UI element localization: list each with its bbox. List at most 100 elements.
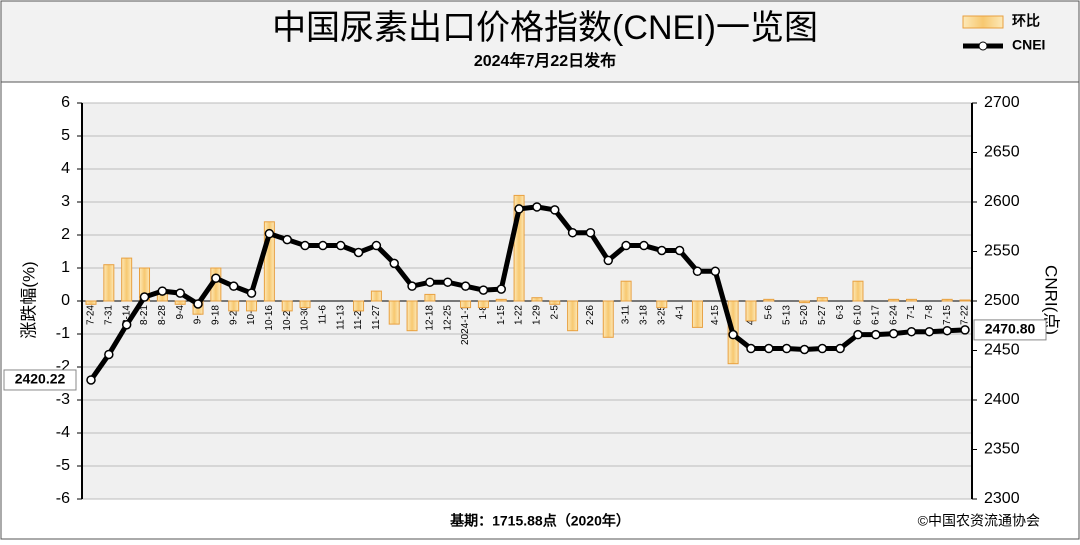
bar: [816, 297, 828, 302]
x-tick-label: 2-5: [549, 305, 560, 320]
marker: [282, 234, 292, 245]
marker: [193, 299, 203, 309]
bar: [620, 280, 632, 302]
x-tick-label: 12-18: [425, 305, 436, 331]
bar: [763, 298, 775, 302]
bar: [85, 300, 97, 305]
marker: [639, 240, 649, 251]
marker: [104, 349, 114, 360]
y-tick-label: -5: [56, 457, 70, 474]
bar: [460, 300, 472, 309]
bar: [549, 300, 561, 305]
value-label-box: [3, 369, 77, 391]
x-tick-label: 5-27: [817, 305, 828, 325]
bar: [513, 194, 525, 302]
marker: [603, 255, 614, 266]
bar: [121, 257, 133, 302]
bar: [424, 293, 436, 302]
marker: [228, 281, 239, 291]
x-tick-label: 7-1: [906, 305, 917, 320]
marker: [389, 258, 399, 269]
source: ©中国农资流通协会: [918, 513, 1040, 529]
y-tick-label: 5: [61, 127, 70, 144]
marker: [139, 292, 150, 302]
marker: [264, 228, 275, 239]
marker: [371, 240, 382, 251]
x-tick-label: 6-3: [835, 305, 846, 320]
bar: [477, 300, 489, 309]
marker: [86, 375, 96, 385]
bar: [246, 300, 258, 312]
x-tick-label: 7-15: [942, 305, 953, 325]
bar: [905, 298, 917, 302]
x-tick-label: 4-1: [674, 305, 685, 320]
y-label: 涨跌幅(%): [19, 261, 38, 338]
marker: [657, 245, 667, 256]
x-tick-label: 7-22: [960, 305, 971, 325]
marker: [692, 266, 703, 277]
x-tick-label: 3-11: [621, 305, 632, 325]
bar: [567, 300, 579, 332]
marker: [960, 325, 970, 335]
x-tick-label: 9-18: [210, 305, 221, 325]
x-tick-label: 1-8: [478, 305, 489, 320]
x-tick-label: 10-9: [246, 305, 257, 325]
bar: [888, 298, 900, 302]
x-tick-label: 3-25: [656, 305, 667, 325]
bar: [263, 221, 275, 302]
bar: [406, 300, 418, 332]
x-tick-label: 8-14: [121, 305, 132, 325]
bar: [959, 299, 971, 302]
y-tick-label: 3: [61, 193, 70, 210]
value-label: 2470.80: [985, 321, 1036, 337]
y-tick-label: -1: [56, 325, 70, 342]
subtitle: 2024年7月22日发布: [474, 51, 616, 70]
legend-swatch: [962, 15, 1004, 29]
bar: [602, 300, 614, 338]
y2-tick-label: 2550: [984, 243, 1020, 260]
y2-tick-label: 2500: [984, 292, 1020, 309]
marker: [764, 343, 774, 354]
marker: [300, 240, 310, 251]
marker: [924, 326, 935, 337]
y-tick-label: 1: [61, 259, 70, 276]
x-tick-label: 11-20: [353, 305, 364, 330]
y-tick-label: 6: [61, 94, 70, 111]
footer: 基期：1715.88点（2020年）: [450, 513, 630, 529]
bar: [228, 300, 240, 312]
x-tick-label: 7-24: [86, 305, 97, 325]
marker: [157, 286, 168, 296]
x-tick-label: 7-31: [103, 305, 114, 325]
marker: [621, 240, 631, 251]
y-tick-label: -3: [56, 391, 70, 408]
legend-label: CNEI: [1012, 37, 1045, 53]
bar: [353, 300, 365, 312]
x-tick-label: 9-25: [228, 305, 239, 325]
y2-tick-label: 2600: [984, 193, 1020, 210]
bar: [941, 298, 953, 302]
x-tick-label: 10-16: [264, 305, 275, 331]
y-tick-label: 2: [61, 226, 70, 243]
marker: [425, 277, 435, 287]
y2-tick-label: 2350: [984, 441, 1020, 458]
x-tick-label: 10-23: [282, 305, 293, 331]
marker: [353, 247, 364, 258]
marker: [906, 326, 917, 337]
marker: [407, 281, 417, 291]
bar: [656, 300, 668, 309]
y2-tick-label: 2450: [984, 342, 1020, 359]
x-tick-label: 8-21: [139, 305, 150, 325]
x-tick-label: 6-24: [888, 305, 899, 325]
x-tick-label: 5-6: [763, 305, 774, 320]
marker: [781, 343, 792, 354]
marker: [835, 343, 845, 354]
marker: [442, 277, 453, 287]
marker: [567, 227, 578, 238]
x-tick-label: 4-15: [710, 305, 721, 325]
x-tick-label: 1-15: [496, 305, 507, 325]
x-tick-label: 6-10: [853, 305, 864, 325]
bar: [281, 300, 293, 312]
header: [0, 0, 1080, 83]
marker: [585, 227, 596, 238]
